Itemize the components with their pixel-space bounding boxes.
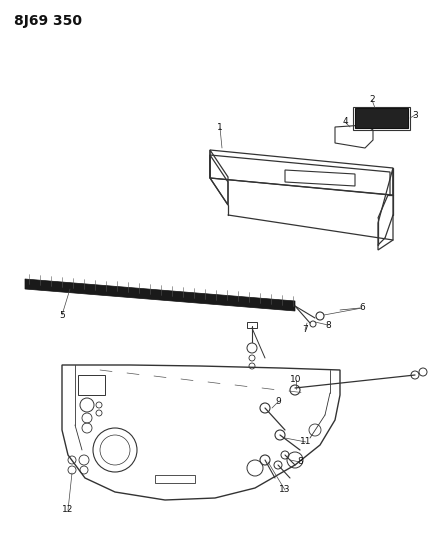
Text: 5: 5 <box>59 311 65 319</box>
Text: 8: 8 <box>297 457 303 466</box>
Text: 4: 4 <box>342 117 348 126</box>
Text: 3: 3 <box>412 110 418 119</box>
Polygon shape <box>355 108 408 128</box>
Text: 9: 9 <box>275 398 281 407</box>
Text: 1: 1 <box>217 124 223 133</box>
Text: 8J69 350: 8J69 350 <box>14 14 82 28</box>
Text: 2: 2 <box>369 95 375 104</box>
Text: 7: 7 <box>302 326 308 335</box>
Polygon shape <box>25 279 295 311</box>
Text: 8: 8 <box>325 320 331 329</box>
Text: 11: 11 <box>300 438 312 447</box>
Text: 12: 12 <box>62 505 74 514</box>
Text: 10: 10 <box>290 376 302 384</box>
Text: 13: 13 <box>279 486 291 495</box>
Text: 6: 6 <box>359 303 365 312</box>
